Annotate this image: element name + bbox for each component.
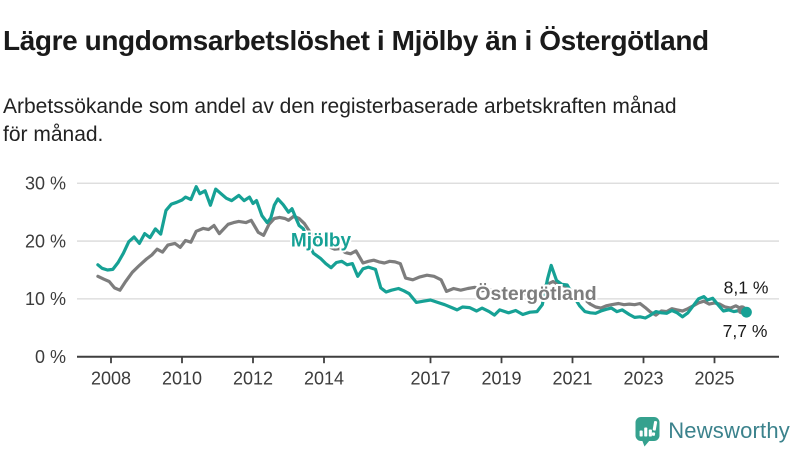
y-tick-label: 10 % bbox=[25, 289, 66, 309]
y-tick-label: 30 % bbox=[25, 174, 66, 194]
series-end-dot-1 bbox=[741, 306, 752, 318]
brand-name: Newsworthy bbox=[668, 418, 790, 443]
newsworthy-logo-icon bbox=[635, 416, 660, 446]
x-tick-label: 2023 bbox=[623, 369, 663, 389]
series-end-label-0: 8,1 % bbox=[724, 278, 769, 298]
chart-subtitle: Arbetssökande som andel av den registerb… bbox=[3, 95, 677, 146]
series-line-0 bbox=[96, 214, 746, 317]
series-end-label-1: 7,7 % bbox=[723, 321, 768, 341]
y-tick-label: 20 % bbox=[25, 231, 66, 251]
y-tick-label: 0 % bbox=[35, 347, 66, 367]
series-label-0: Östergötland bbox=[475, 282, 596, 305]
chart-title: Lägre ungdomsarbetslöshet i Mjölby än i … bbox=[3, 24, 709, 56]
newsworthy-brand: Newsworthy bbox=[635, 414, 790, 448]
x-tick-label: 2010 bbox=[162, 369, 202, 389]
series-label-1: Mjölby bbox=[291, 231, 352, 252]
x-tick-label: 2012 bbox=[233, 369, 273, 389]
x-tick-label: 2014 bbox=[304, 369, 344, 389]
x-tick-label: 2008 bbox=[91, 369, 131, 389]
x-tick-label: 2017 bbox=[410, 369, 450, 389]
x-tick-label: 2025 bbox=[694, 369, 734, 389]
x-tick-label: 2021 bbox=[552, 369, 592, 389]
x-tick-label: 2019 bbox=[481, 369, 521, 389]
series-line-1 bbox=[96, 185, 746, 320]
